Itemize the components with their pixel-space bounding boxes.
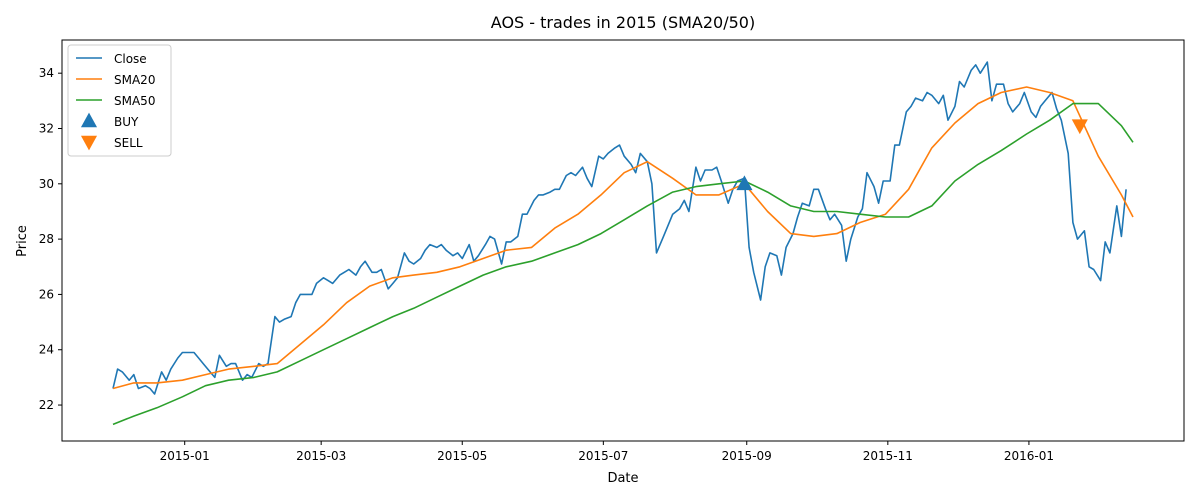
y-tick-label: 34 [39,66,54,80]
y-tick-label: 28 [39,232,54,246]
x-tick-label: 2015-05 [437,449,487,463]
legend-label-buy: BUY [114,115,139,129]
y-tick-label: 32 [39,121,54,135]
y-tick-label: 24 [39,343,54,357]
x-tick-label: 2015-11 [863,449,913,463]
x-axis-label: Date [607,471,638,486]
y-tick-label: 22 [39,398,54,412]
legend: Close SMA20 SMA50 BUY SELL [68,45,171,156]
x-tick-label: 2015-09 [722,449,772,463]
x-tick-label: 2015-07 [578,449,628,463]
x-tick-label: 2015-03 [296,449,346,463]
legend-label-sell: SELL [114,136,143,150]
chart-title: AOS - trades in 2015 (SMA20/50) [491,13,755,32]
legend-label-sma20: SMA20 [114,73,155,87]
legend-label-sma50: SMA50 [114,94,155,108]
y-tick-label: 26 [39,287,54,301]
legend-label-close: Close [114,52,147,66]
y-axis-label: Price [15,225,30,257]
x-tick-label: 2016-01 [1004,449,1054,463]
y-tick-label: 30 [39,177,54,191]
x-tick-label: 2015-01 [160,449,210,463]
